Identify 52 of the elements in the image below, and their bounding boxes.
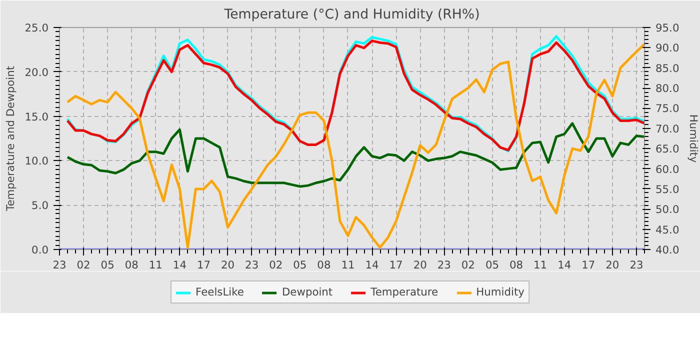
y2-tick-label: 45.0 xyxy=(656,223,680,236)
x-tick-label: 23 xyxy=(437,258,451,272)
legend-label: Dewpoint xyxy=(282,286,333,298)
y-tick-label: 25.0 xyxy=(24,22,49,34)
x-tick-label: 20 xyxy=(221,258,235,272)
line-series xyxy=(66,42,644,249)
x-tick-label: 17 xyxy=(196,258,211,272)
x-tick-label: 14 xyxy=(365,258,380,272)
y-axis-title: Temperature and Dewpoint xyxy=(4,66,17,212)
x-tick-label: 08 xyxy=(510,258,524,272)
x-tick-label: 08 xyxy=(124,258,139,272)
x-tick-label: 14 xyxy=(558,258,572,272)
x-tick-label: 17 xyxy=(582,258,596,272)
y2-tick-label: 85.0 xyxy=(656,62,680,75)
y2-tick-label: 65.0 xyxy=(656,142,680,156)
legend-label: Humidity xyxy=(476,286,524,298)
y-tick-label: 10.0 xyxy=(24,154,49,168)
x-tick-label: 23 xyxy=(245,258,259,272)
x-tick-label: 20 xyxy=(413,258,428,272)
y-tick-label: 0.0 xyxy=(32,244,49,256)
legend-label: Temperature xyxy=(370,286,438,298)
y2-tick-label: 40.0 xyxy=(656,244,680,256)
x-tick-label: 20 xyxy=(606,258,620,272)
x-tick-label: 08 xyxy=(317,258,331,272)
y2-tick-label: 80.0 xyxy=(656,82,680,96)
chart-title: Temperature (°C) and Humidity (RH%) xyxy=(223,8,480,22)
x-tick-label: 05 xyxy=(293,258,307,272)
y-tick-label: 20.0 xyxy=(24,66,49,79)
y2-tick-label: 95.0 xyxy=(656,22,680,34)
x-tick-label: 11 xyxy=(341,258,355,272)
legend-label: FeelsLike xyxy=(196,286,244,298)
y2-tick-label: 55.0 xyxy=(656,182,680,196)
x-tick-label: 05 xyxy=(100,258,114,272)
x-tick-label: 02 xyxy=(76,258,90,272)
y2-tick-label: 90.0 xyxy=(656,42,680,55)
x-tick-label: 02 xyxy=(269,258,283,272)
y2-tick-label: 60.0 xyxy=(656,162,680,176)
x-tick-label: 11 xyxy=(148,258,162,272)
y2-tick-label: 75.0 xyxy=(656,102,680,116)
x-tick-label: 11 xyxy=(534,258,548,272)
x-tick-label: 05 xyxy=(485,258,500,272)
x-tick-label: 23 xyxy=(630,258,644,272)
y-tick-label: 5.0 xyxy=(32,199,49,212)
y2-tick-label: 70.0 xyxy=(656,122,680,136)
x-tick-label: 17 xyxy=(389,258,403,272)
y2-tick-label: 50.0 xyxy=(656,203,680,216)
x-tick-label: 23 xyxy=(52,258,66,272)
y-tick-label: 15.0 xyxy=(24,110,49,124)
y2-axis-title: Humidity xyxy=(687,114,700,163)
x-tick-label: 02 xyxy=(461,258,475,272)
line-series xyxy=(66,122,644,188)
x-tick-label: 14 xyxy=(172,258,187,272)
